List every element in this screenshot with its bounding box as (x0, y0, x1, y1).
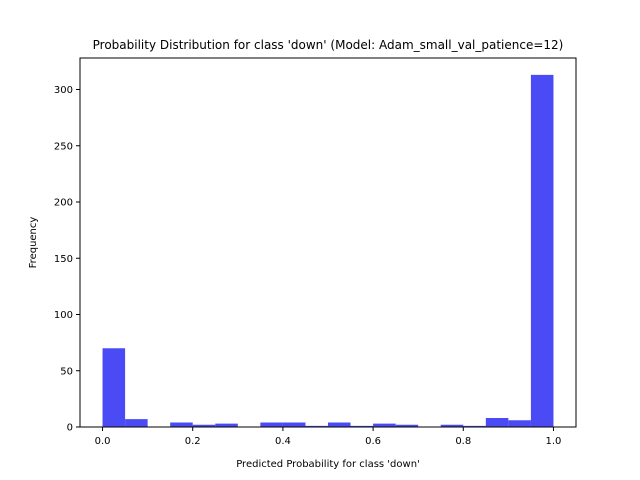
histogram-bar (125, 419, 148, 427)
histogram-bar (440, 424, 464, 427)
x-tick-label: 0.8 (455, 436, 471, 447)
bars (102, 74, 554, 427)
x-axis-label: Predicted Probability for class 'down' (236, 459, 420, 470)
histogram-bar (508, 420, 531, 427)
x-tick-label: 0.4 (275, 436, 291, 447)
histogram-bar (328, 422, 351, 427)
histogram-bar (102, 348, 126, 427)
x-axis-ticks: 0.0 0.2 0.4 0.6 0.8 1.0 (95, 427, 562, 447)
y-tick-label: 100 (54, 310, 73, 321)
y-tick-label: 200 (54, 198, 73, 209)
chart-title: Probability Distribution for class 'down… (93, 38, 564, 52)
histogram-bar (463, 425, 486, 427)
y-tick-label: 0 (67, 423, 73, 434)
histogram-bar (170, 422, 193, 427)
histogram-bar (305, 425, 328, 427)
y-tick-label: 250 (54, 141, 73, 152)
histogram-bar (192, 424, 216, 427)
histogram-bar (530, 74, 554, 427)
histogram-bar (395, 424, 419, 427)
x-tick-label: 0.0 (95, 436, 111, 447)
y-tick-label: 50 (60, 366, 73, 377)
y-axis-ticks: 0 50 100 150 200 250 300 (54, 85, 80, 434)
histogram-bar (282, 422, 306, 427)
x-tick-label: 0.6 (365, 436, 381, 447)
histogram-bar (260, 422, 283, 427)
histogram-bar (350, 425, 374, 427)
x-tick-label: 1.0 (546, 436, 562, 447)
histogram-bar (373, 423, 396, 427)
y-axis-label: Frequency (28, 217, 39, 269)
histogram-bar (485, 418, 509, 427)
plot-frame (79, 57, 577, 428)
y-tick-label: 150 (54, 254, 73, 265)
x-tick-label: 0.2 (185, 436, 201, 447)
histogram-bar (215, 423, 238, 427)
y-tick-label: 300 (54, 85, 73, 96)
